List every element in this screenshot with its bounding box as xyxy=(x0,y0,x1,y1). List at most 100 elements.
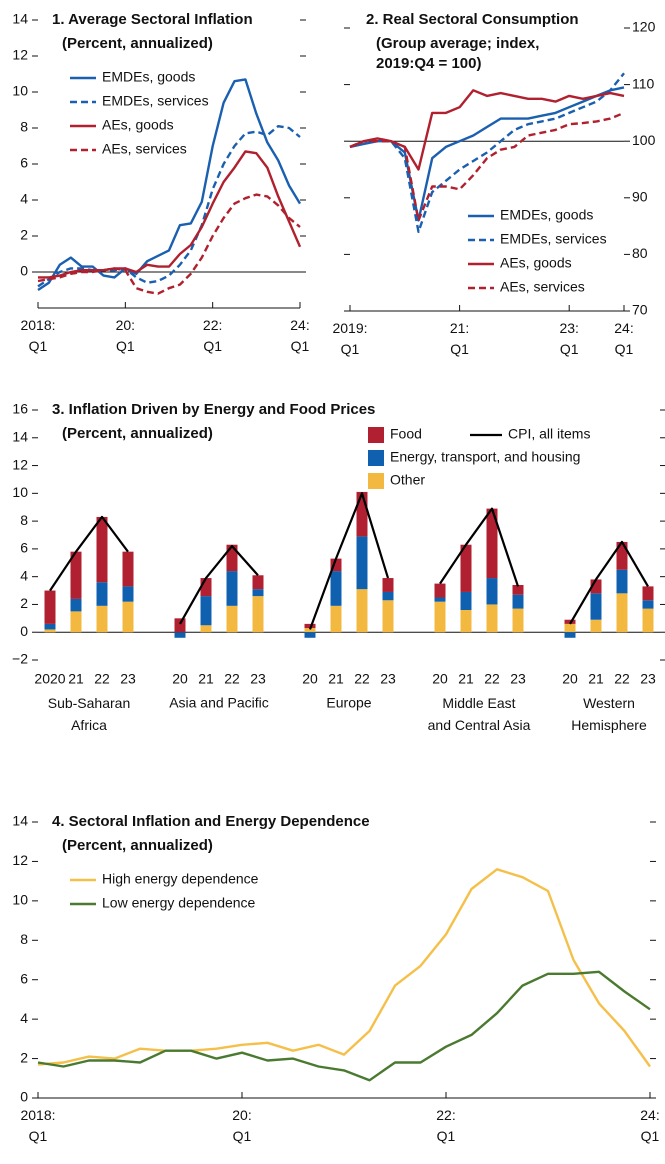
series-line xyxy=(37,970,651,1082)
y-tick-label: 14 xyxy=(12,428,28,444)
bar-segment xyxy=(590,579,602,594)
series-line xyxy=(349,72,625,233)
cpi-line xyxy=(49,515,129,592)
x-tick-label: 24: Q1 xyxy=(640,1107,659,1144)
bar-segment xyxy=(616,569,628,594)
bar-segment xyxy=(356,536,368,590)
y-tick-label: 12 xyxy=(12,456,28,472)
bar-segment xyxy=(460,591,472,610)
x-tick-label: 22 xyxy=(614,671,630,687)
bar-segment xyxy=(330,571,342,606)
y-tick-label: 4 xyxy=(20,567,28,583)
x-tick-label: 22 xyxy=(484,671,500,687)
y-tick-label: 2 xyxy=(20,595,28,611)
chart-title: 1. Average Sectoral Inflation xyxy=(52,11,253,28)
chart-subtitle: (Percent, annualized) xyxy=(62,425,213,442)
legend-label: AEs, services xyxy=(102,141,187,157)
group-label: Middle East and Central Asia xyxy=(428,695,531,733)
y-tick-label: 2 xyxy=(20,227,28,243)
legend-label: EMDEs, goods xyxy=(500,207,593,223)
y-tick-label: 120 xyxy=(632,19,656,35)
series-line xyxy=(37,78,302,292)
legend-swatch xyxy=(368,473,384,489)
x-tick-label: 22 xyxy=(354,671,370,687)
bar-segment xyxy=(200,596,212,626)
bar-segment xyxy=(434,597,446,602)
x-tick-label: 23 xyxy=(640,671,656,687)
x-tick-label: 20: Q1 xyxy=(116,317,135,354)
y-tick-label: 0 xyxy=(20,263,28,279)
legend-label: Low energy dependence xyxy=(102,895,256,911)
chart-title: 4. Sectoral Inflation and Energy Depende… xyxy=(52,813,370,830)
legend-label: EMDEs, services xyxy=(102,93,209,109)
bar-segment xyxy=(200,578,212,597)
x-tick-label: 2018: Q1 xyxy=(20,317,55,354)
bar-segment xyxy=(564,623,576,633)
series-line xyxy=(349,111,625,222)
series-line xyxy=(37,868,651,1068)
bar-segment xyxy=(226,605,238,633)
group-label: Asia and Pacific xyxy=(169,695,269,711)
x-tick-label: 21 xyxy=(458,671,474,687)
bar-segment xyxy=(642,586,654,601)
y-tick-label: 14 xyxy=(12,813,28,829)
x-tick-label: 22: Q1 xyxy=(203,317,222,354)
y-tick-label: 12 xyxy=(12,852,28,868)
bar-segment xyxy=(226,544,238,572)
bar-segment xyxy=(590,619,602,633)
bar-segment xyxy=(252,575,264,590)
bar-segment xyxy=(96,516,108,583)
x-tick-label: 20: Q1 xyxy=(232,1107,251,1144)
y-tick-label: 4 xyxy=(20,191,28,207)
legend-label: High energy dependence xyxy=(102,871,259,887)
bar-segment xyxy=(70,611,82,633)
x-tick-label: 22 xyxy=(94,671,110,687)
cpi-line xyxy=(308,492,390,630)
bar-segment xyxy=(122,586,134,602)
bar-segment xyxy=(382,578,394,592)
chart-subtitle: (Group average; index, 2019:Q4 = 100) xyxy=(376,35,539,72)
y-tick-label: 14 xyxy=(12,11,28,27)
x-tick-label: 21 xyxy=(198,671,214,687)
group-label: Western Hemisphere xyxy=(571,695,647,733)
y-tick-label: 100 xyxy=(632,132,656,148)
bar-segment xyxy=(122,551,134,587)
y-tick-label: 10 xyxy=(12,484,28,500)
x-tick-label: 20 xyxy=(562,671,578,687)
bar-segment xyxy=(96,582,108,606)
bar-segment xyxy=(44,590,56,624)
bar-segment xyxy=(642,608,654,633)
bar-segment xyxy=(382,591,394,601)
x-tick-label: 22 xyxy=(224,671,240,687)
x-tick-label: 2020 xyxy=(34,671,65,687)
legend-swatch xyxy=(368,450,384,466)
x-tick-label: 21: Q1 xyxy=(450,320,469,357)
y-tick-label: 12 xyxy=(12,47,28,63)
y-tick-label: 10 xyxy=(12,83,28,99)
chart-subtitle: (Percent, annualized) xyxy=(62,35,213,52)
legend-label: Other xyxy=(390,472,425,488)
bar-segment xyxy=(44,629,56,633)
bar-segment xyxy=(616,541,628,570)
y-tick-label: 80 xyxy=(632,245,648,261)
x-tick-label: 2019: Q1 xyxy=(332,320,367,357)
x-tick-label: 21 xyxy=(588,671,604,687)
y-tick-label: 8 xyxy=(20,931,28,947)
group-label: Sub-Saharan Africa xyxy=(48,695,131,733)
bar-segment xyxy=(70,598,82,612)
bar-segment xyxy=(460,610,472,633)
legend-label: AEs, goods xyxy=(102,117,174,133)
bar-segment xyxy=(434,583,446,598)
group-label: Europe xyxy=(326,695,371,711)
y-tick-label: 6 xyxy=(20,970,28,986)
y-tick-label: 4 xyxy=(20,1010,28,1026)
cpi-line xyxy=(439,507,520,587)
bar-segment xyxy=(356,491,368,537)
bar-segment xyxy=(122,601,134,633)
y-tick-label: 16 xyxy=(12,401,28,417)
cpi-line xyxy=(569,540,649,625)
x-tick-label: 21 xyxy=(328,671,344,687)
legend-label: EMDEs, goods xyxy=(102,69,195,85)
chart-title: 3. Inflation Driven by Energy and Food P… xyxy=(52,401,375,418)
bar-segment xyxy=(564,632,576,638)
